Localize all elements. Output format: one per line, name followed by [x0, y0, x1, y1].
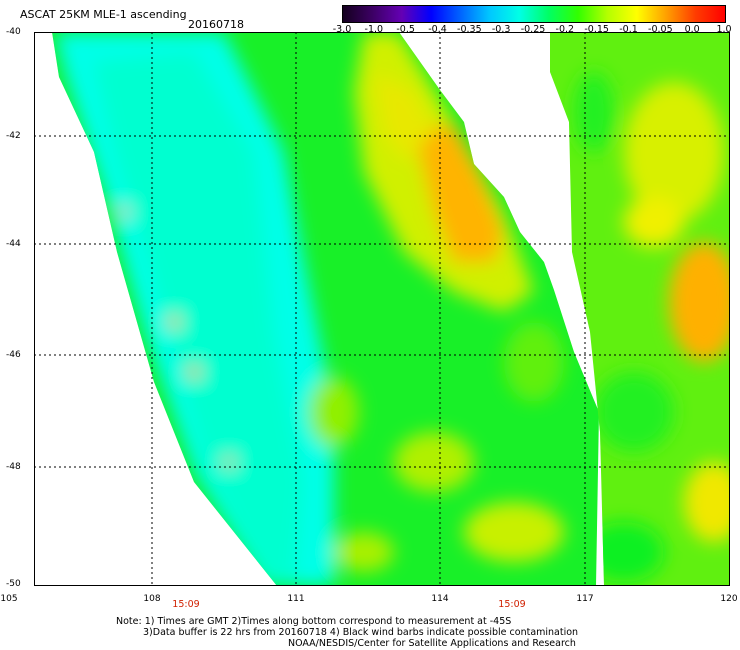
colorbar-tick-label: -0.2: [555, 24, 575, 35]
colorbar-tick-label: -3.0: [332, 24, 352, 35]
colorbar-tick-label: -0.25: [520, 24, 546, 35]
colorbar-tick-label: -0.15: [584, 24, 609, 35]
pass-time: 15:09: [498, 599, 526, 610]
note-line-3: NOAA/NESDIS/Center for Satellite Applica…: [288, 638, 576, 649]
lat-label: -50: [6, 579, 21, 589]
colorbar: [342, 5, 726, 23]
note-line-2: 3)Data buffer is 22 hrs from 20160718 4)…: [143, 627, 579, 638]
note-line-1: Note: 1) Times are GMT 2)Times along bot…: [116, 616, 512, 627]
wind-map: [34, 32, 730, 586]
colorbar-tick-label: -0.35: [457, 24, 482, 35]
colorbar-tick-label: -0.5: [396, 24, 415, 35]
colorbar-tick-label: -0.4: [428, 24, 447, 35]
lon-label: 120: [720, 594, 738, 604]
pass-time: 15:09: [172, 599, 200, 610]
colorbar-tick-label: -0.05: [648, 24, 673, 35]
colorbar-tick-label: -0.3: [491, 24, 511, 35]
colorbar-tick-label: 1.0: [716, 24, 732, 35]
colorbar-tick-label: -0.1: [619, 24, 638, 35]
graticule: [34, 32, 730, 586]
colorbar-tick-label: -1.0: [364, 24, 384, 35]
lon-label: 114: [431, 594, 449, 604]
lat-label: -48: [6, 462, 21, 472]
product-date: 20160718: [188, 18, 244, 31]
lat-label: -46: [6, 350, 21, 360]
lat-label: -44: [6, 239, 21, 249]
lon-label: 117: [576, 594, 594, 604]
lat-label: -42: [6, 131, 21, 141]
lon-label: 108: [143, 594, 161, 604]
colorbar-labels: -3.0 -1.0 -0.5 -0.4 -0.35 -0.3 -0.25 -0.2 -0.15-…: [330, 24, 735, 36]
product-title: ASCAT 25KM MLE-1 ascending: [20, 8, 187, 21]
lon-label: 105: [0, 594, 18, 604]
colorbar-tick-label: 0.0: [684, 24, 700, 35]
lon-label: 111: [287, 594, 305, 604]
lat-label: -40: [6, 27, 21, 37]
